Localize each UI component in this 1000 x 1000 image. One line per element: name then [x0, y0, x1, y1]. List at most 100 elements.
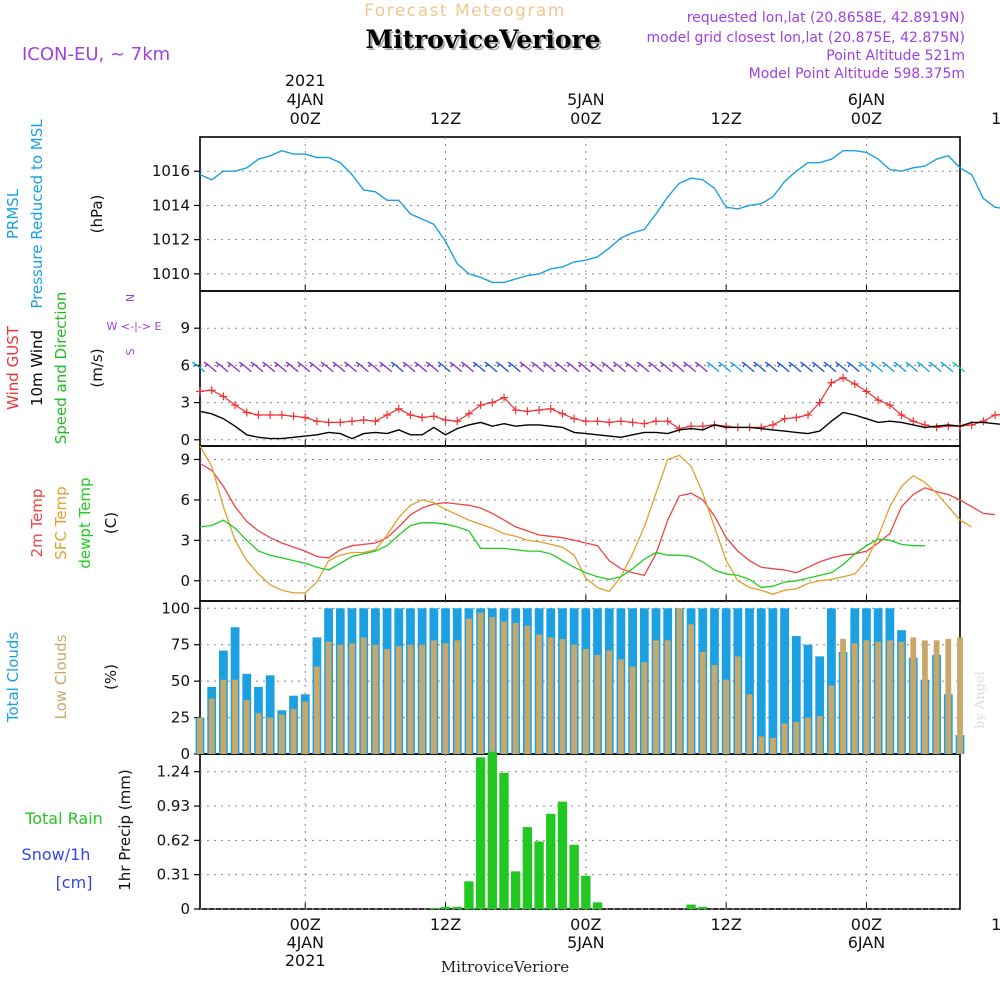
top-time-axis: 20214JAN00Z12Z5JAN00Z12Z6JAN00Z12Z	[285, 71, 1000, 128]
panel-title: Speed and Direction	[52, 292, 70, 445]
low-cloud-bar	[430, 640, 437, 754]
wind-direction-arrowhead	[800, 361, 804, 368]
wind-series: N W <-|-> E S	[107, 294, 1000, 440]
wind-direction-arrow	[323, 363, 334, 373]
wind-direction-arrowhead	[870, 361, 875, 368]
cloud-bars	[195, 608, 965, 754]
low-cloud-bar	[395, 646, 402, 754]
wind-direction-arrow	[627, 363, 638, 373]
wind-direction-arrowhead	[764, 361, 769, 368]
wind-direction-arrow	[721, 363, 732, 373]
wind-direction-arrowhead	[262, 361, 267, 368]
wind-direction-arrowhead	[449, 361, 454, 368]
y-tick-label: 75	[171, 636, 190, 654]
y-tick-label: 0	[180, 431, 190, 449]
wind-direction-arrow	[487, 363, 498, 373]
wind-direction-arrowhead	[683, 361, 688, 368]
low-cloud-bar	[302, 701, 309, 754]
wind-direction-arrow	[522, 363, 533, 373]
bottom-time-label: 00Z	[570, 915, 601, 934]
low-cloud-bar	[407, 644, 414, 754]
rain-bar	[464, 881, 474, 909]
gust-line	[199, 377, 1000, 430]
wind-direction-arrow	[604, 363, 615, 373]
top-time-label: 00Z	[851, 109, 882, 128]
wind-direction-arrowhead	[905, 361, 910, 368]
wind-direction-arrow	[311, 363, 322, 373]
top-time-label: 00Z	[290, 109, 321, 128]
wind-direction-arrow	[428, 363, 439, 373]
wind-direction-arrowhead	[472, 361, 477, 368]
wind-direction-arrowhead	[355, 361, 360, 368]
panel-frame	[199, 136, 961, 292]
wind-direction-arrowhead	[694, 361, 699, 368]
y-tick-label: 1012	[152, 231, 190, 249]
y-tick-label: 1010	[152, 265, 190, 283]
wind-direction-arrow	[592, 363, 603, 373]
closest-coords: model grid closest lon,lat (20.875E, 42.…	[646, 30, 965, 46]
compass-north: N	[124, 294, 137, 302]
wind-direction-arrow	[335, 363, 346, 373]
y-tick-label: 3	[180, 531, 190, 549]
panel-title: SFC Temp	[52, 486, 70, 559]
y-tick-label: 9	[180, 319, 190, 337]
wind-direction-arrow	[838, 363, 849, 373]
y-axis-label: (C)	[102, 512, 120, 534]
wind-direction-arrow	[417, 363, 428, 373]
wind-direction-arrow	[861, 363, 872, 373]
wind-direction-arrowhead	[390, 361, 395, 368]
bottom-time-label: 12Z	[430, 915, 461, 934]
low-cloud-bar	[676, 608, 683, 754]
wind-direction-arrow	[709, 363, 720, 373]
low-cloud-bar	[957, 637, 963, 754]
low-cloud-bar	[863, 640, 870, 754]
wind-direction-arrowhead	[425, 361, 430, 368]
panel-title: Wind GUST	[4, 325, 22, 410]
wind-direction-arrowhead	[659, 361, 664, 368]
low-cloud-bar	[734, 656, 741, 754]
bottom-time-label: 6JAN	[848, 933, 886, 952]
rain-bar	[511, 871, 521, 909]
low-cloud-bar	[875, 641, 882, 754]
wind-direction-arrow	[826, 363, 837, 373]
total-cloud-bar	[827, 608, 836, 754]
wind-direction-arrow	[300, 363, 311, 373]
low-cloud-bar	[781, 723, 788, 754]
rain-bar	[499, 772, 509, 909]
panel-2: 0 3 6 9 2m Temp SFC Temp dewpt Temp (C)	[28, 445, 961, 602]
rain-bar	[546, 813, 556, 909]
wind-direction-arrow	[662, 363, 673, 373]
wind-direction-arrow	[253, 363, 264, 373]
wind-direction-arrowhead	[273, 361, 278, 368]
wind-direction-arrowhead	[531, 361, 536, 368]
panel-title: 10m Wind	[28, 330, 46, 406]
low-cloud-bar	[746, 694, 753, 754]
panel-title: Pressure Reduced to MSL	[28, 119, 46, 309]
faded-title: Forecast Meteogram	[364, 1, 566, 21]
wind-direction-arrowhead	[437, 361, 442, 368]
total-cloud-bar	[815, 656, 825, 754]
wind-direction-arrow	[767, 363, 778, 373]
wind-direction-arrowhead	[729, 361, 734, 368]
wind-direction-arrow	[954, 363, 966, 373]
low-cloud-bar	[851, 643, 858, 754]
top-time-label: 2021	[285, 71, 326, 90]
wind-direction-arrow	[265, 363, 276, 373]
low-cloud-bar	[220, 679, 227, 754]
low-cloud-bar	[805, 717, 811, 754]
legend-snow: Snow/1h	[22, 845, 91, 864]
low-cloud-bar	[618, 659, 624, 754]
wind-direction-arrowhead	[788, 361, 793, 368]
wind-direction-arrow	[814, 363, 825, 373]
wind-direction-arrow	[639, 363, 650, 373]
low-cloud-bar	[267, 717, 274, 754]
wind-direction-arrow	[557, 363, 568, 373]
low-cloud-bar	[559, 638, 566, 754]
rain-bar	[592, 902, 603, 909]
y-tick-label: 0.62	[157, 831, 190, 849]
wind-direction-arrow	[943, 363, 954, 373]
low-cloud-bar	[816, 716, 823, 754]
low-cloud-bar	[547, 637, 554, 754]
wind-direction-arrow	[569, 363, 580, 373]
y-tick-label: 0	[180, 900, 190, 918]
